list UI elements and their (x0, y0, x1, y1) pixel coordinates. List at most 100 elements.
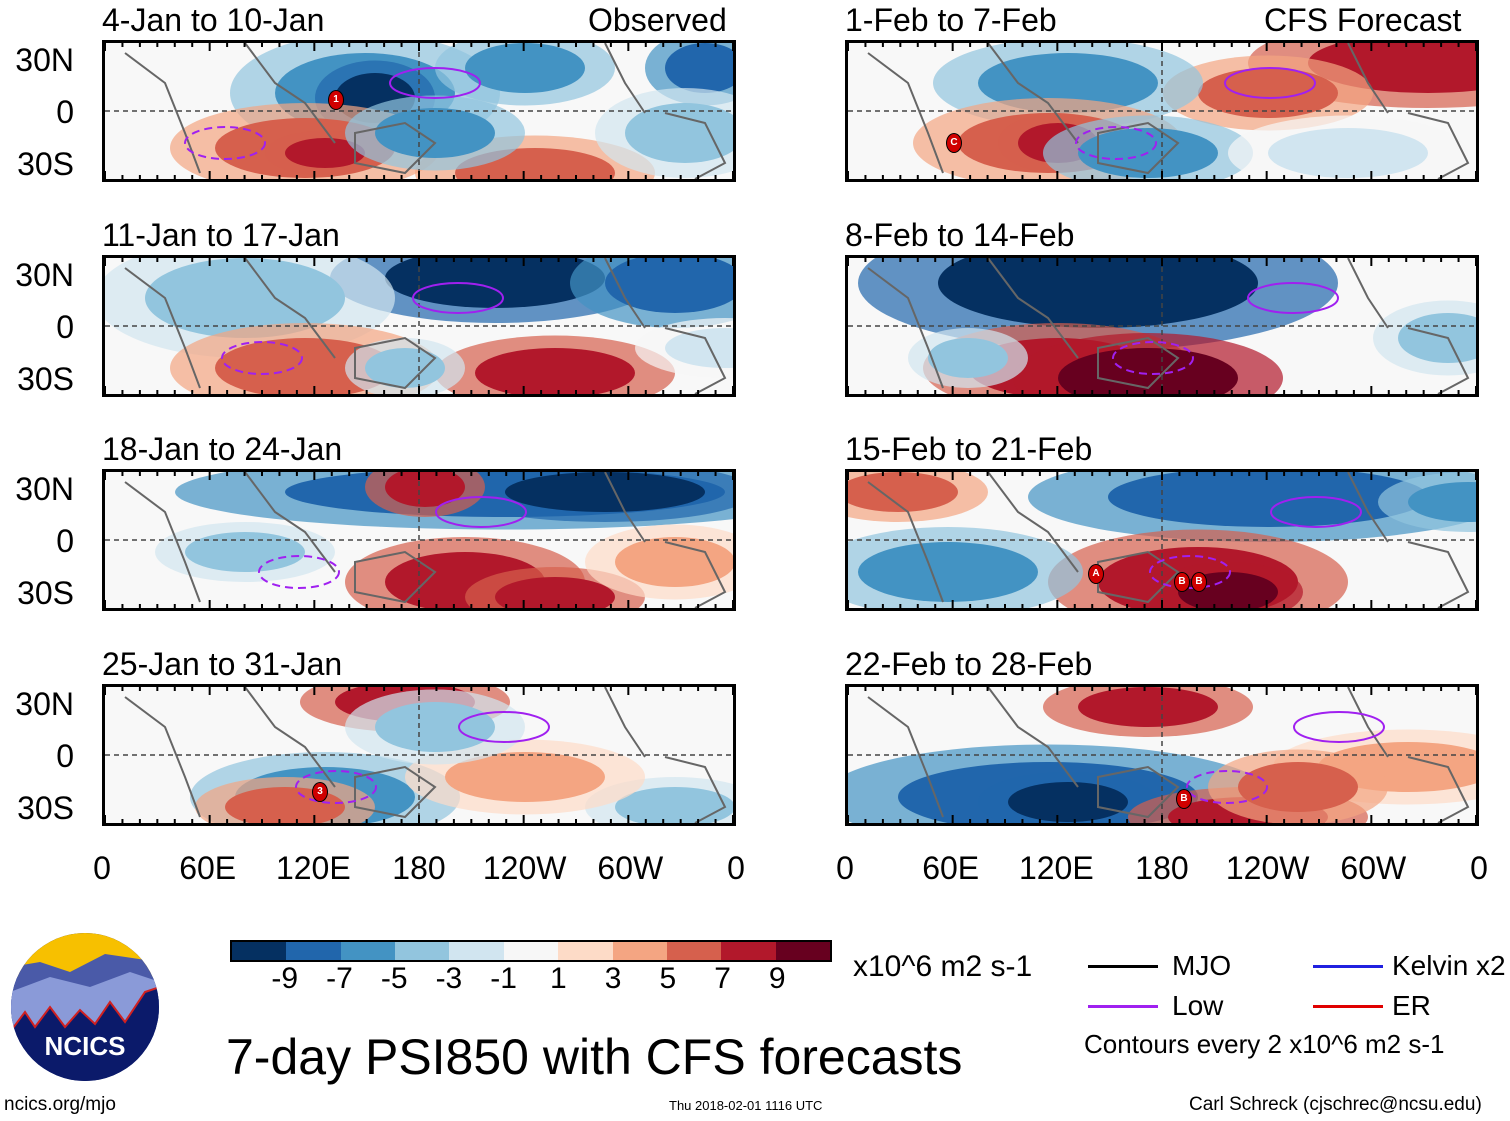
y-tick-label: 0 (56, 309, 74, 345)
x-tick-label: 60W (597, 850, 664, 886)
low-contour (295, 770, 377, 804)
legend-mjo-label: MJO (1172, 950, 1232, 981)
panel-title: 18-Jan to 24-Jan (102, 431, 343, 467)
anomaly-core (365, 348, 445, 388)
anomaly-core (625, 103, 733, 163)
y-tick-label: 30N (15, 257, 74, 293)
x-tick-label: 0 (836, 850, 854, 886)
figure-title: 7-day PSI850 with CFS forecasts (226, 1029, 963, 1085)
x-tick-label: 120W (482, 850, 567, 886)
panel-title: 11-Jan to 17-Jan (102, 217, 340, 253)
legend-mjo-line (1088, 965, 1158, 968)
y-tick-label: 0 (56, 738, 74, 774)
colorbar-label: -7 (326, 962, 353, 995)
anomaly-core (605, 258, 733, 313)
map-panel: 1 (102, 40, 736, 182)
anomaly-core (505, 472, 705, 512)
y-tick-label: 30S (17, 790, 74, 826)
legend-low-line (1088, 1005, 1158, 1008)
panel-title: 4-Jan to 10-Jan (102, 2, 325, 38)
colorbar-swatch (612, 942, 667, 960)
colorbar-label: 3 (604, 962, 622, 995)
x-tick-label: 180 (392, 850, 446, 886)
y-tick-label: 0 (56, 94, 74, 130)
footer-timestamp: Thu 2018-02-01 1116 UTC (669, 1098, 823, 1113)
low-contour (1293, 711, 1385, 743)
colorbar-swatch (721, 942, 776, 960)
colorbar-swatch (449, 942, 504, 960)
legend-low-label: Low (1172, 990, 1224, 1021)
tropical-cyclone-marker: 1 (328, 90, 344, 110)
cfs-forecast-label: CFS Forecast (1264, 2, 1462, 38)
colorbar-swatch (558, 942, 613, 960)
svg-text:NCICS: NCICS (45, 1031, 126, 1061)
anomaly-core (475, 348, 635, 394)
tropical-cyclone-marker: B (1174, 572, 1190, 592)
legend-kelvin-line (1313, 965, 1383, 968)
x-tick-label: 60W (1340, 850, 1407, 886)
colorbar-swatch (666, 942, 722, 960)
anomaly-core (1008, 782, 1128, 822)
low-contour (258, 555, 340, 589)
colorbar-label: 7 (714, 962, 731, 995)
anomaly-core (928, 338, 1008, 378)
low-contour (1186, 770, 1268, 804)
panel-title: 22-Feb to 28-Feb (845, 646, 1093, 682)
colorbar-swatch (395, 942, 450, 960)
tropical-cyclone-marker: C (946, 133, 962, 153)
anomaly-core (1078, 687, 1218, 727)
y-tick-label: 30S (17, 361, 74, 397)
x-tick-label: 120W (1225, 850, 1310, 886)
colorbar-label: -9 (271, 962, 299, 995)
anomaly-core (1408, 482, 1476, 522)
low-contour (1224, 67, 1316, 99)
anomaly-core (858, 542, 1038, 602)
anomaly-core (848, 472, 958, 512)
x-tick-label: 0 (727, 850, 745, 886)
legend-kelvin-label: Kelvin x2 (1392, 950, 1506, 981)
y-tick-label: 30N (15, 42, 74, 78)
map-panel (845, 255, 1479, 397)
y-tick-label: 30S (17, 146, 74, 182)
low-contour (1112, 341, 1194, 375)
colorbar-label: -3 (435, 962, 463, 995)
tropical-cyclone-marker: A (1088, 564, 1104, 584)
panel-title: 8-Feb to 14-Feb (845, 217, 1075, 253)
x-tick-label: 60E (922, 850, 980, 886)
anomaly-core (145, 258, 345, 338)
map-panel: B (845, 684, 1479, 826)
y-tick-label: 30N (15, 471, 74, 507)
footer-url[interactable]: ncics.org/mjo (4, 1094, 116, 1115)
legend-er-label: ER (1392, 990, 1431, 1021)
low-contour (1247, 282, 1339, 314)
x-tick-label: 60E (179, 850, 237, 886)
low-contour (435, 496, 527, 528)
colorbar-label: 5 (659, 962, 677, 995)
tropical-cyclone-marker: B (1176, 789, 1192, 809)
observed-label: Observed (588, 2, 727, 38)
coastline (867, 687, 1470, 823)
contours-note: Contours every 2 x10^6 m2 s-1 (1084, 1029, 1445, 1059)
coastline (124, 472, 727, 608)
anomaly-core (615, 787, 733, 823)
x-tick-label: 0 (93, 850, 111, 886)
x-tick-label: 120E (1018, 850, 1094, 886)
anomaly-core (445, 752, 605, 802)
anomaly-core (1268, 128, 1428, 178)
y-tick-label: 30S (17, 575, 74, 611)
anomaly-core (215, 338, 395, 394)
anomaly-core (978, 53, 1158, 113)
colorbar-swatch (286, 942, 341, 960)
legend-er-line (1313, 1005, 1383, 1008)
coastline (124, 43, 727, 179)
y-tick-label: 30N (15, 686, 74, 722)
colorbar-swatch (232, 942, 287, 960)
low-contour (221, 341, 303, 375)
low-contour (1149, 555, 1231, 589)
anomaly-core (495, 577, 615, 608)
footer-author: Carl Schreck (cjschrec@ncsu.edu) (1189, 1094, 1482, 1115)
map-panel (102, 255, 736, 397)
panel-title: 25-Jan to 31-Jan (102, 646, 343, 682)
